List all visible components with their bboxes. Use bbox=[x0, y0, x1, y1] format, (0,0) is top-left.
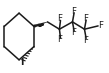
Text: F: F bbox=[83, 14, 88, 23]
Text: F: F bbox=[71, 28, 76, 37]
Text: F: F bbox=[57, 14, 62, 23]
Text: F: F bbox=[57, 35, 62, 44]
Text: F: F bbox=[83, 35, 88, 45]
Polygon shape bbox=[33, 22, 47, 27]
Text: I: I bbox=[20, 58, 23, 67]
Text: F: F bbox=[98, 21, 103, 30]
Text: F: F bbox=[71, 7, 76, 16]
